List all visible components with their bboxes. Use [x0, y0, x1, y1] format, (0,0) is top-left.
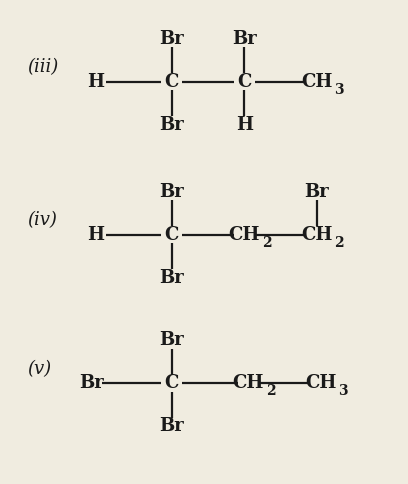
Text: 2: 2: [262, 236, 271, 250]
Text: C: C: [164, 73, 179, 91]
Text: C: C: [164, 226, 179, 244]
Text: Br: Br: [232, 30, 257, 47]
Text: H: H: [87, 73, 104, 91]
Text: CH: CH: [301, 226, 333, 244]
Text: CH: CH: [228, 226, 260, 244]
Text: Br: Br: [160, 116, 184, 134]
Text: 2: 2: [266, 384, 275, 398]
Text: 3: 3: [338, 384, 348, 398]
Text: Br: Br: [79, 374, 104, 392]
Text: 2: 2: [334, 236, 344, 250]
Text: CH: CH: [233, 374, 264, 392]
Text: Br: Br: [160, 269, 184, 287]
Text: C: C: [164, 374, 179, 392]
Text: (v): (v): [27, 360, 51, 378]
Text: H: H: [236, 116, 253, 134]
Text: Br: Br: [160, 417, 184, 435]
Text: H: H: [87, 226, 104, 244]
Text: 3: 3: [334, 83, 344, 97]
Text: Br: Br: [160, 183, 184, 201]
Text: Br: Br: [160, 331, 184, 349]
Text: (iv): (iv): [27, 212, 57, 229]
Text: Br: Br: [304, 183, 329, 201]
Text: C: C: [237, 73, 251, 91]
Text: Br: Br: [160, 30, 184, 47]
Text: CH: CH: [301, 73, 333, 91]
Text: (iii): (iii): [27, 59, 58, 76]
Text: CH: CH: [305, 374, 337, 392]
